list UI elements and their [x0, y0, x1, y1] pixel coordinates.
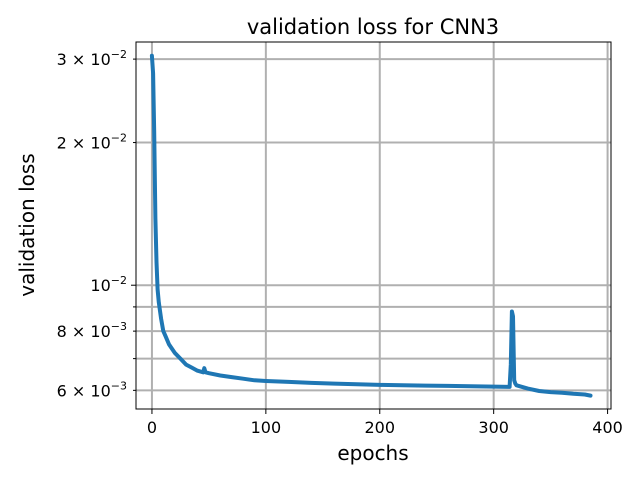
series-layer: [149, 53, 593, 398]
y-tick-label: 2 × 10−2: [57, 132, 127, 153]
y-tick-label: 3 × 10−2: [57, 48, 127, 69]
y-axis-label: validation loss: [15, 153, 39, 296]
chart-title: validation loss for CNN3: [247, 15, 499, 39]
plot-frame: [135, 41, 612, 410]
series-line-0: [149, 53, 593, 398]
grid: [136, 42, 611, 409]
x-tick-label: 400: [592, 418, 623, 437]
y-tick-label: 10−2: [90, 274, 127, 295]
tick-layer: 0 100 200 300 400 10−2 6 × 10−3 8 × 10−3 2 × 10−…: [57, 48, 623, 437]
y-tick-label: 8 × 10−3: [57, 320, 127, 341]
x-tick-label: 200: [364, 418, 395, 437]
x-axis-label: epochs: [337, 441, 408, 465]
x-tick-label: 300: [478, 418, 509, 437]
y-tick-label: 6 × 10−3: [57, 379, 127, 400]
x-tick-label: 100: [251, 418, 282, 437]
x-tick-label: 0: [147, 418, 157, 437]
